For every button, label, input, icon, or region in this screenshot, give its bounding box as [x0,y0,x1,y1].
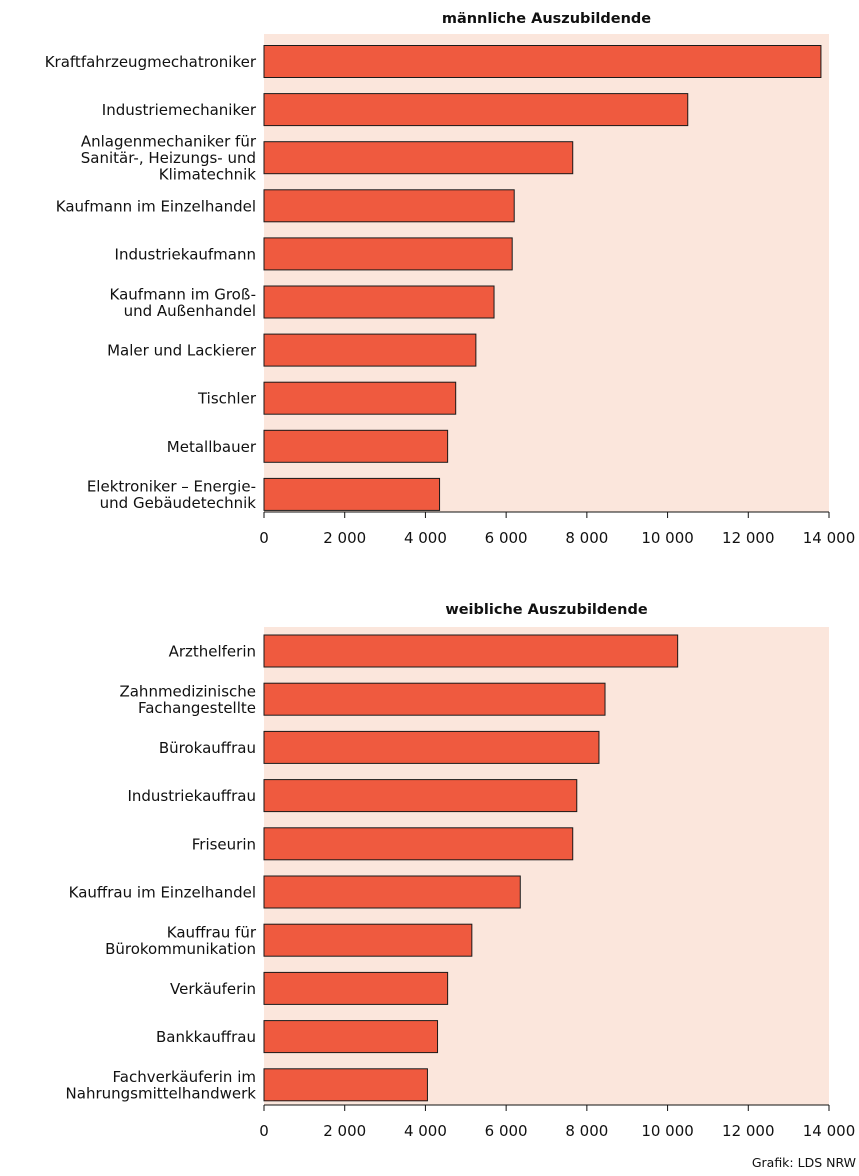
category-label: Fachverkäuferin im Nahrungsmittelhandwerk [66,1068,257,1103]
x-tick-label: 2 000 [323,1122,366,1140]
bar [263,333,477,367]
bar [263,923,473,957]
category-label: Industriemechaniker [102,101,257,119]
x-tick-label: 14 000 [803,529,856,547]
x-tick-label: 4 000 [404,1122,447,1140]
x-tick-label: 8 000 [565,529,608,547]
category-label: Tischler [197,390,257,408]
category-label: Arzthelferin [169,643,256,661]
bar [263,730,600,764]
category-label: Industriekauffrau [127,787,256,805]
x-tick-label: 14 000 [803,1122,856,1140]
x-tick-label: 12 000 [722,1122,775,1140]
bar [263,477,441,511]
bar [263,682,606,716]
bar [263,634,679,668]
category-label: Elektroniker – Energie-und Gebäudetechni… [87,478,256,513]
category-label: Zahnmedizinische Fachangestellte [119,682,256,717]
bar [263,429,449,463]
chart-title: weibliche Auszubildende [445,602,647,618]
category-label: Maler und Lackierer [107,342,257,360]
bar [263,285,495,319]
category-label: Industriekaufmann [115,245,256,263]
x-tick-label: 6 000 [485,1122,528,1140]
graphic-credit: Grafik: LDS NRW [752,1155,856,1170]
chart-male-apprentices: männliche Auszubildende Kraftfahrzeugmech… [45,11,856,547]
category-label: Verkäuferin [170,980,256,998]
category-label: Kauffrau für Bürokommunikation [105,923,257,958]
category-label: Metallbauer [167,438,257,456]
x-tick-label: 0 [259,529,269,547]
x-tick-label: 2 000 [323,529,366,547]
x-tick-label: 10 000 [641,529,694,547]
bar [263,189,515,223]
category-label: Kaufmann im Einzelhandel [56,197,256,215]
x-tick-label: 4 000 [404,529,447,547]
x-tick-label: 8 000 [565,1122,608,1140]
category-label: Kaufmann im Groß-und Außenhandel [110,285,256,320]
bar [263,93,689,127]
category-label: Anlagenmechaniker für Sanitär-, Heizungs-… [81,133,257,184]
category-label: Friseurin [192,835,256,853]
bar [263,971,449,1005]
bar [263,1020,439,1054]
x-tick-label: 0 [259,1122,269,1140]
bar [263,381,457,415]
bar [263,827,574,861]
x-tick-label: 12 000 [722,529,775,547]
category-label: Kauffrau im Einzelhandel [69,884,256,902]
category-label: Bürokauffrau [159,739,256,757]
x-tick-label: 6 000 [485,529,528,547]
bar [263,45,822,78]
chart-female-apprentices: weibliche Auszubildende Arzthelferin Zahnm… [66,602,856,1140]
x-tick-label: 10 000 [641,1122,694,1140]
chart-title: männliche Auszubildende [442,11,651,27]
bar [263,141,574,175]
category-label: Kraftfahrzeugmechatroniker [45,53,257,71]
bar [263,237,513,271]
bar [263,779,578,813]
bar [263,875,521,909]
category-label: Bankkauffrau [156,1028,256,1046]
bar [263,1068,428,1102]
